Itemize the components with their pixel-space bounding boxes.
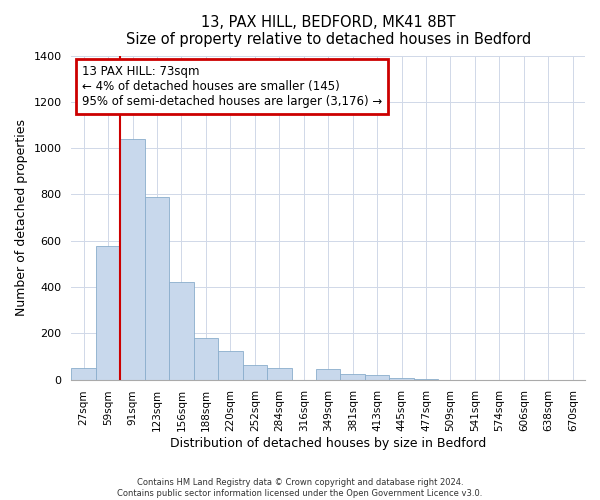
Title: 13, PAX HILL, BEDFORD, MK41 8BT
Size of property relative to detached houses in : 13, PAX HILL, BEDFORD, MK41 8BT Size of … xyxy=(125,15,531,48)
Bar xyxy=(316,368,340,380)
Bar xyxy=(194,338,218,380)
Text: Contains HM Land Registry data © Crown copyright and database right 2024.
Contai: Contains HM Land Registry data © Crown c… xyxy=(118,478,482,498)
Bar xyxy=(340,374,365,380)
Bar xyxy=(96,246,121,380)
Bar xyxy=(145,196,169,380)
X-axis label: Distribution of detached houses by size in Bedford: Distribution of detached houses by size … xyxy=(170,437,487,450)
Bar xyxy=(267,368,292,380)
Bar xyxy=(121,139,145,380)
Bar xyxy=(71,368,96,380)
Text: 13 PAX HILL: 73sqm
← 4% of detached houses are smaller (145)
95% of semi-detache: 13 PAX HILL: 73sqm ← 4% of detached hous… xyxy=(82,65,382,108)
Bar xyxy=(389,378,414,380)
Y-axis label: Number of detached properties: Number of detached properties xyxy=(15,119,28,316)
Bar xyxy=(218,350,242,380)
Bar xyxy=(414,379,438,380)
Bar xyxy=(169,282,194,380)
Bar xyxy=(365,376,389,380)
Bar xyxy=(242,365,267,380)
